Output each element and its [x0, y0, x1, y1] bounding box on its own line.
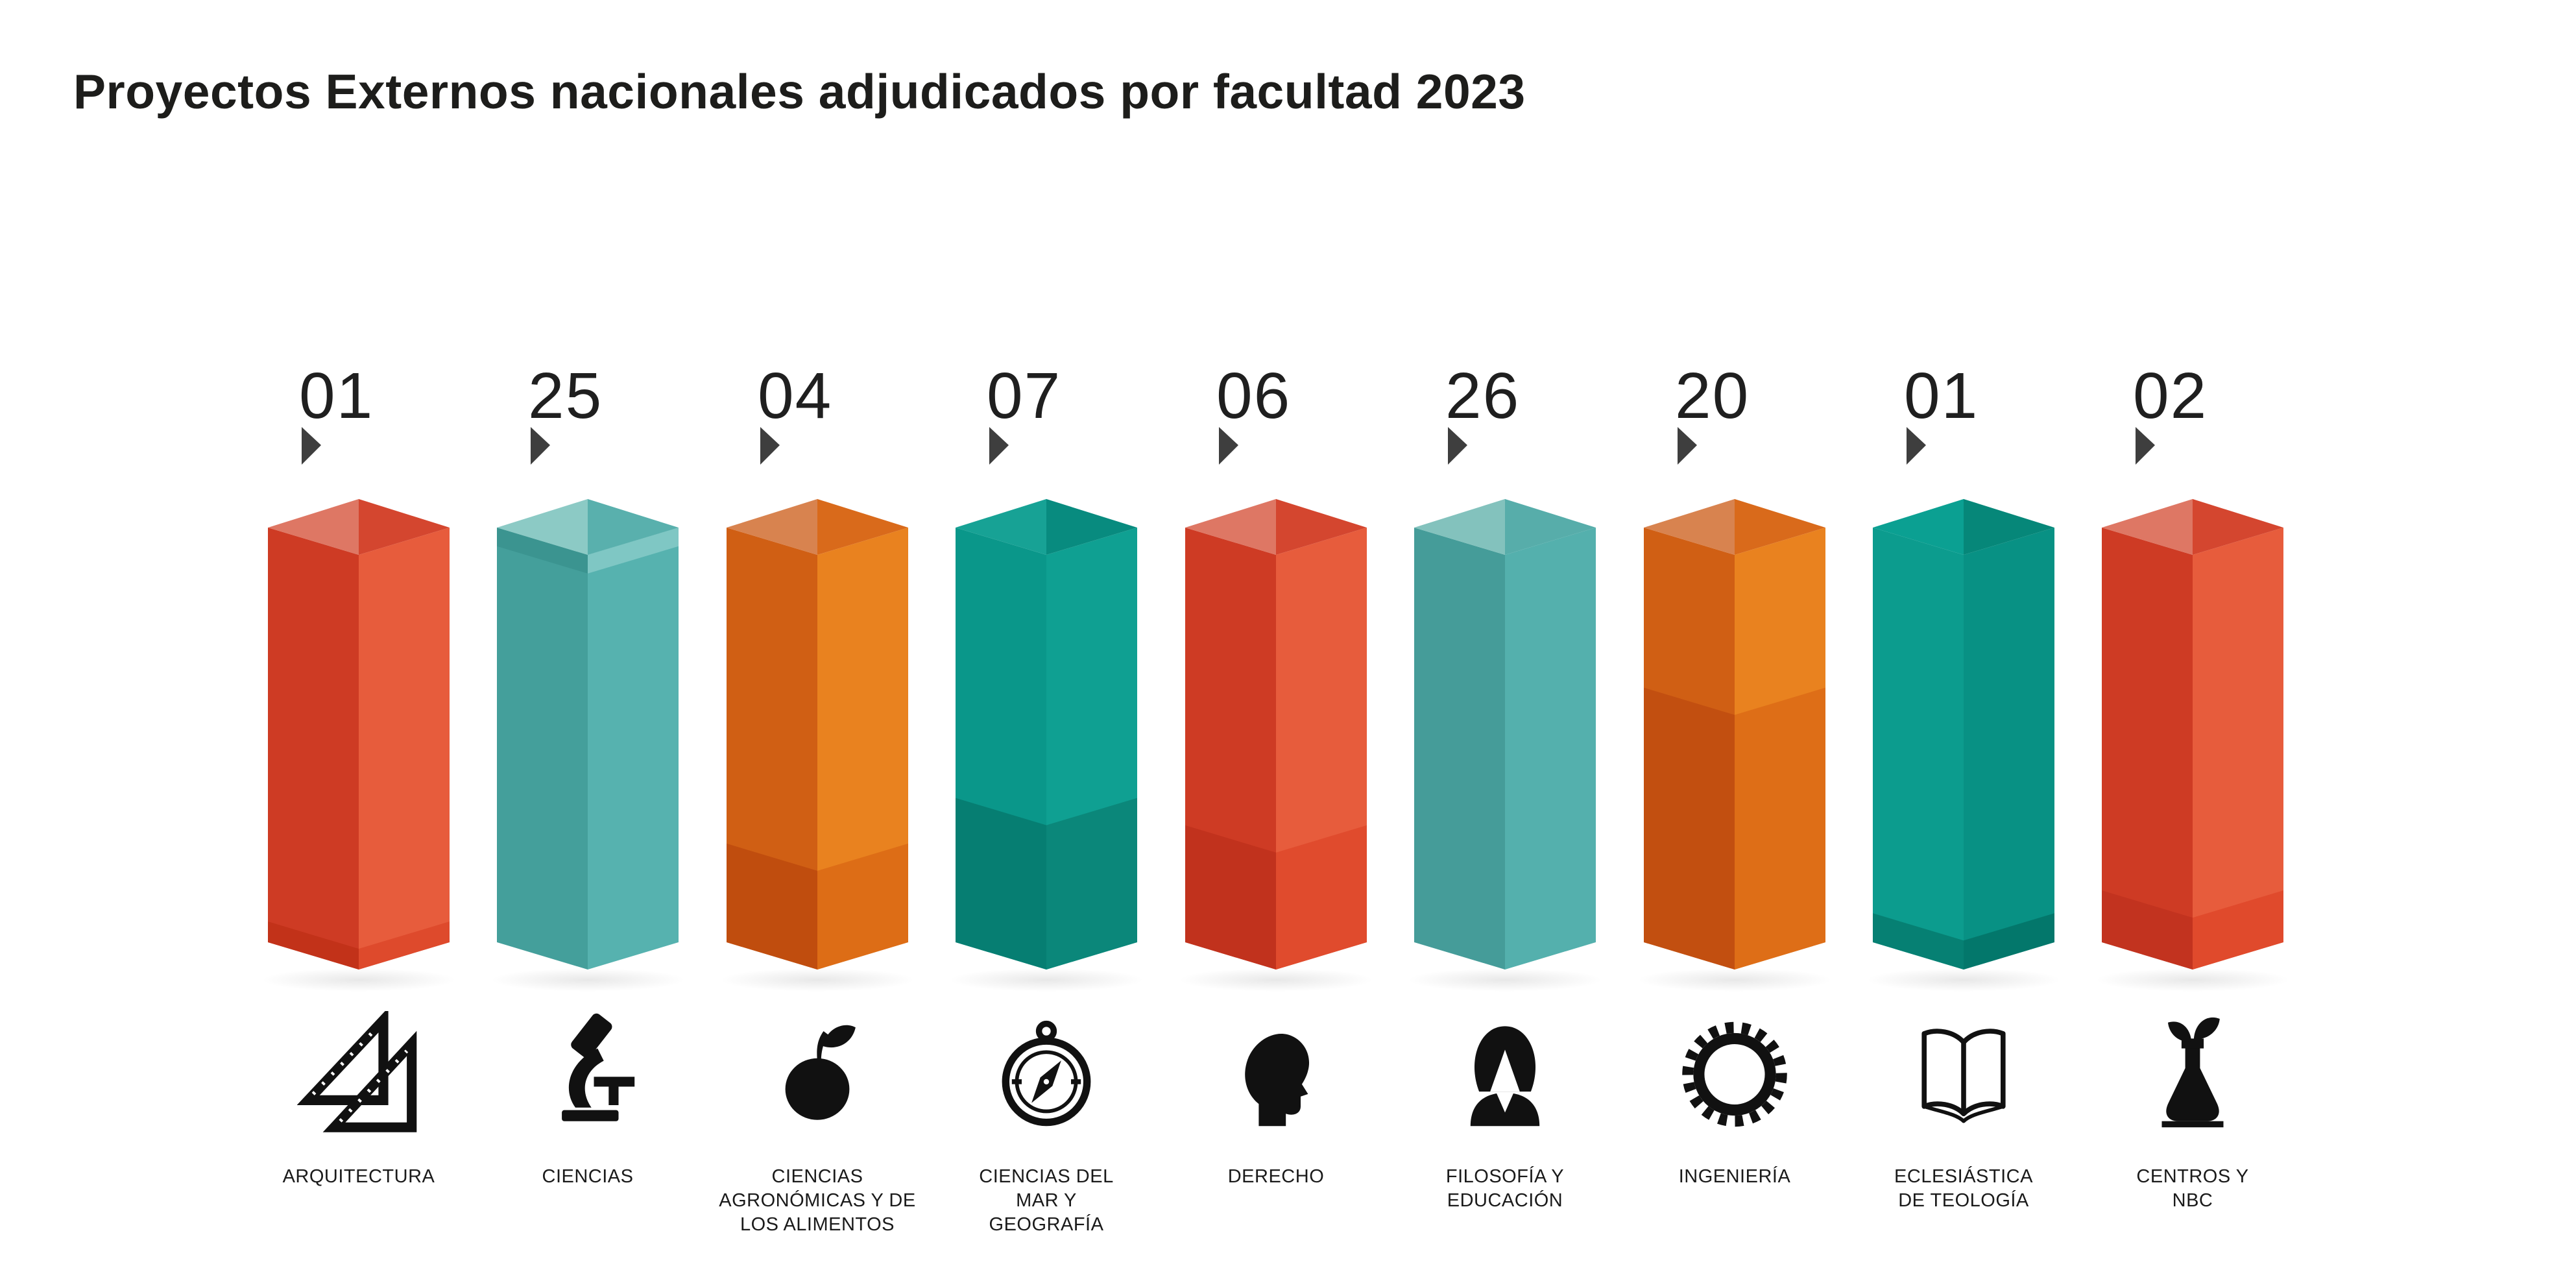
- value-label: 26: [1445, 360, 1521, 432]
- bar-3d: [1414, 499, 1596, 971]
- value-label: 20: [1675, 360, 1750, 432]
- gear-icon: [1673, 1011, 1796, 1138]
- value-label: 01: [1904, 360, 1979, 432]
- pointer-icon: [989, 427, 1009, 465]
- value-label: 02: [2133, 360, 2208, 432]
- bar-prism: [1185, 499, 1367, 970]
- category-label: CIENCIAS: [471, 1165, 704, 1189]
- pointer-icon: [302, 427, 321, 465]
- value-label: 06: [1216, 360, 1292, 432]
- category-label-line: EDUCACIÓN: [1447, 1190, 1563, 1211]
- compass-icon: [1002, 1020, 1091, 1127]
- gear-icon: [1682, 1021, 1787, 1127]
- category-label-line: CIENCIAS: [771, 1166, 863, 1187]
- category-label-line: ECLESIÁSTICA: [1894, 1166, 2033, 1187]
- pointer-icon: [531, 427, 550, 465]
- category-label: ECLESIÁSTICA DE TEOLOGÍA: [1847, 1165, 2080, 1213]
- category-label-line: CENTROS Y: [2136, 1166, 2249, 1187]
- category-label-line: CIENCIAS: [542, 1166, 634, 1187]
- bar-3d: [956, 499, 1137, 971]
- pointer-icon: [1907, 427, 1926, 465]
- category-label-line: DERECHO: [1227, 1166, 1325, 1187]
- bar-3d: [268, 499, 450, 971]
- open-book-icon: [1902, 1011, 2025, 1138]
- bar-shadow: [1179, 968, 1373, 992]
- bar-shadow: [261, 968, 456, 992]
- column-ciencias-del-mar-geografia: 07 CIENCIAS DEL MAR Y GEOGRAFÍA: [949, 0, 1144, 1281]
- bar-prism: [727, 499, 908, 970]
- category-label: DERECHO: [1159, 1165, 1393, 1189]
- column-derecho: 06 DERECHO: [1179, 0, 1373, 1281]
- pointer-icon: [2136, 427, 2155, 465]
- set-squares-icon: [296, 1007, 417, 1132]
- bar-prism: [1873, 499, 2054, 970]
- category-label-line: LOS ALIMENTOS: [740, 1214, 895, 1235]
- bar-prism: [1414, 499, 1596, 970]
- category-label-line: INGENIERÍA: [1678, 1166, 1791, 1187]
- bar-shadow: [1866, 968, 2061, 992]
- column-eclesiastica-de-teologia: 01 ECLESIÁSTICA DE TEOLOGÍA: [1866, 0, 2061, 1281]
- column-ciencias-agronomicas: 04 CIENCIAS AGRONÓMICAS Y DE LOS ALIMENTOS: [719, 0, 915, 1281]
- head-profile-icon: [1214, 1011, 1338, 1138]
- category-label-line: MAR Y: [1016, 1190, 1077, 1211]
- category-label: FILOSOFÍA Y EDUCACIÓN: [1388, 1165, 1622, 1213]
- bar-shadow: [490, 968, 685, 992]
- column-arquitectura: 01 ARQUITECTURA: [261, 0, 456, 1281]
- pointer-icon: [1448, 427, 1467, 465]
- column-centros-nbc: 02 CENTROS Y NBC: [2095, 0, 2290, 1281]
- apple-icon: [785, 1025, 856, 1120]
- category-label: CENTROS Y NBC: [2076, 1165, 2309, 1213]
- category-label-line: NBC: [2172, 1190, 2213, 1211]
- woman-icon: [1443, 1011, 1567, 1138]
- column-ciencias: 25 CIENCIAS: [490, 0, 685, 1281]
- value-label: 25: [528, 360, 603, 432]
- category-label-line: GEOGRAFÍA: [989, 1214, 1104, 1235]
- microscope-icon: [562, 1013, 635, 1121]
- bar-3d: [1644, 499, 1825, 971]
- category-label: INGENIERÍA: [1618, 1165, 1851, 1189]
- bar-shadow: [720, 968, 915, 992]
- bar-prism: [497, 499, 679, 970]
- bar-3d: [2102, 499, 2283, 971]
- category-label-line: ARQUITECTURA: [282, 1166, 435, 1187]
- column-filosofia-educacion: 26 FILOSOFÍA Y EDUCACIÓN: [1408, 0, 1602, 1281]
- woman-icon: [1470, 1026, 1540, 1127]
- category-label: ARQUITECTURA: [242, 1165, 475, 1189]
- bar-prism: [1644, 499, 1825, 970]
- apple-icon: [756, 1011, 879, 1138]
- set-squares-icon: [296, 1007, 420, 1138]
- bar-prism: [2102, 499, 2283, 970]
- bar-prism: [268, 499, 450, 970]
- value-label: 01: [299, 360, 374, 432]
- bar-shadow: [2095, 968, 2290, 992]
- flask-plant-icon: [2131, 1011, 2254, 1138]
- microscope-icon: [526, 1011, 649, 1138]
- bar-3d: [727, 499, 908, 971]
- pointer-icon: [1219, 427, 1238, 465]
- value-label: 04: [758, 360, 833, 432]
- bar-prism: [956, 499, 1137, 970]
- category-label: CIENCIAS DEL MAR Y GEOGRAFÍA: [930, 1165, 1163, 1237]
- bar-shadow: [1637, 968, 1832, 992]
- bar-3d: [1185, 499, 1367, 971]
- column-ingenieria: 20 INGENIERÍA: [1637, 0, 1832, 1281]
- value-label: 07: [987, 360, 1062, 432]
- compass-icon: [985, 1011, 1108, 1138]
- pointer-icon: [1678, 427, 1697, 465]
- bar-shadow: [1408, 968, 1602, 992]
- head-profile-icon: [1245, 1034, 1310, 1127]
- category-label-line: FILOSOFÍA Y: [1445, 1166, 1565, 1187]
- category-label: CIENCIAS AGRONÓMICAS Y DE LOS ALIMENTOS: [701, 1165, 934, 1237]
- open-book-icon: [1921, 1029, 2006, 1123]
- bar-3d: [1873, 499, 2054, 971]
- category-label-line: CIENCIAS DEL: [979, 1166, 1114, 1187]
- category-label-line: AGRONÓMICAS Y DE: [719, 1190, 916, 1211]
- page-title: Proyectos Externos nacionales adjudicado…: [73, 64, 1526, 119]
- category-label-line: DE TEOLOGÍA: [1898, 1190, 2029, 1211]
- pointer-icon: [760, 427, 780, 465]
- flask-plant-icon: [2161, 1017, 2224, 1128]
- bar-shadow: [949, 968, 1144, 992]
- bar-3d: [497, 499, 679, 971]
